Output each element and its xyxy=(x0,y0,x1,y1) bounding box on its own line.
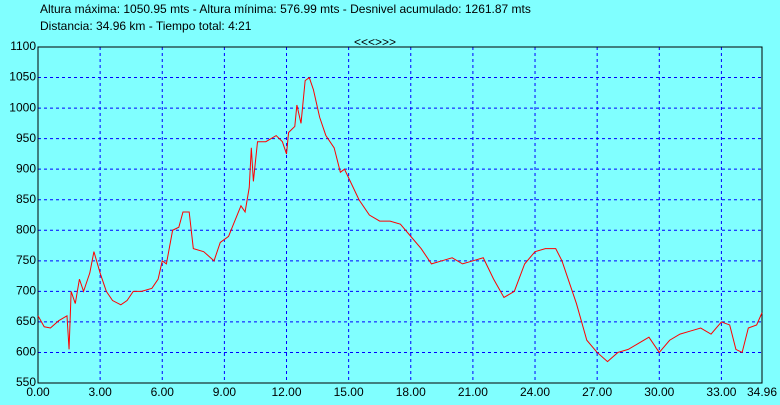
x-tick-label: 12.00 xyxy=(271,385,301,399)
elevation-line xyxy=(37,76,763,363)
header-distance: Distancia: 34.96 km - Tiempo total: 4:21 xyxy=(40,19,252,33)
x-tick-label: 30.00 xyxy=(644,385,674,399)
y-tick-label: 900 xyxy=(16,161,36,175)
y-tick-label: 1050 xyxy=(9,70,36,84)
x-tick-label: 24.00 xyxy=(520,385,550,399)
x-tick-label: 21.00 xyxy=(458,385,488,399)
y-tick-label: 850 xyxy=(16,192,36,206)
x-tick-label: 0.00 xyxy=(26,385,50,399)
header-stats: Altura máxima: 1050.95 mts - Altura míni… xyxy=(40,2,531,16)
x-tick-label: 34.96 xyxy=(747,385,777,399)
y-tick-label: 700 xyxy=(16,284,36,298)
nav-button[interactable]: <<<>>> xyxy=(354,35,396,49)
x-tick-label: 27.00 xyxy=(582,385,612,399)
y-tick-label: 650 xyxy=(16,314,36,328)
y-tick-label: 1000 xyxy=(9,100,36,114)
x-tick-label: 9.00 xyxy=(213,385,237,399)
x-tick-label: 18.00 xyxy=(396,385,426,399)
plot-border xyxy=(37,46,763,384)
y-tick-label: 800 xyxy=(16,222,36,236)
y-tick-label: 1100 xyxy=(10,39,36,53)
y-tick-label: 600 xyxy=(16,345,36,359)
y-tick-label: 550 xyxy=(16,375,36,389)
y-tick-label: 950 xyxy=(16,131,36,145)
y-tick-label: 750 xyxy=(16,253,36,267)
x-tick-label: 33.00 xyxy=(706,385,736,399)
x-tick-label: 15.00 xyxy=(334,385,364,399)
x-tick-label: 6.00 xyxy=(151,385,175,399)
x-tick-label: 3.00 xyxy=(88,385,112,399)
